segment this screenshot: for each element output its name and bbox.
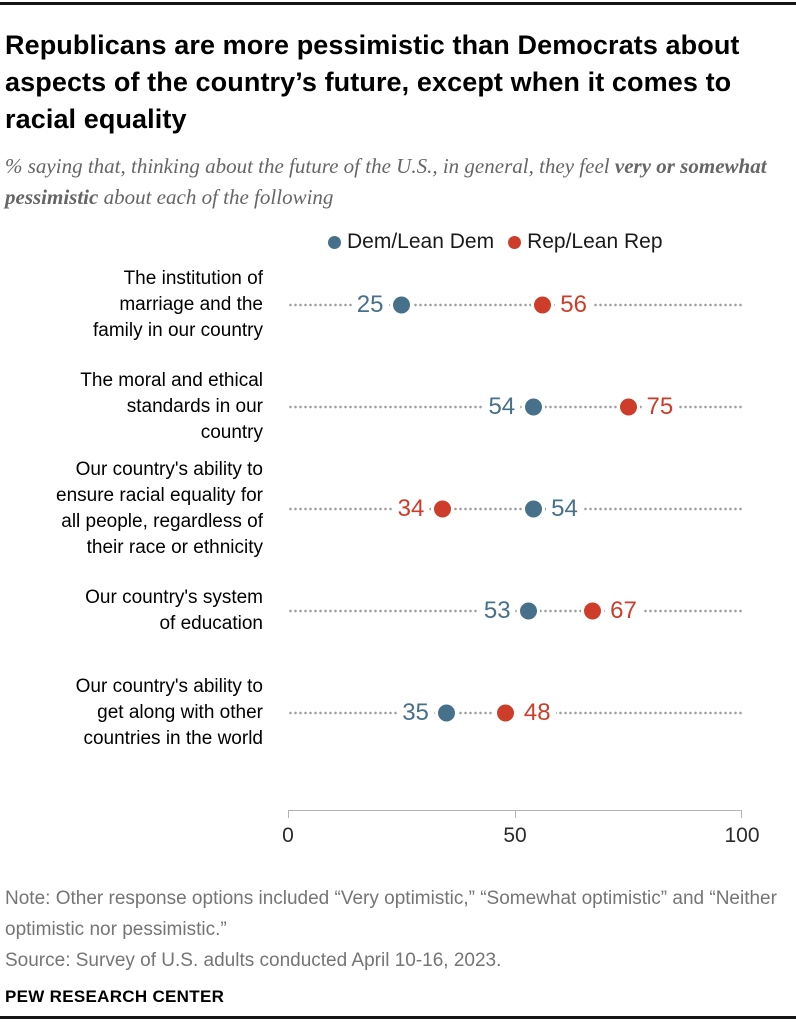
rep-dot — [497, 704, 515, 722]
dem-value-label: 53 — [478, 597, 516, 625]
legend-item-dem: Dem/Lean Dem — [328, 230, 494, 254]
dotted-leader-line — [288, 303, 742, 307]
dem-dot — [393, 296, 410, 314]
rep-dot — [620, 398, 637, 416]
dot-plot-track: 25 56 — [288, 285, 742, 325]
page-title: Republicans are more pessimistic than De… — [5, 30, 740, 134]
x-axis-label-50: 50 — [503, 824, 527, 847]
subtitle-prefix: % saying that, thinking about the future… — [5, 154, 615, 178]
category-label: The moral and ethical standards in our c… — [80, 370, 263, 443]
dot-plot-track: 54 34 — [288, 489, 742, 529]
x-axis: 0 50 100 — [282, 810, 760, 850]
dot-plot: The institution of marriage and the fami… — [5, 254, 791, 764]
chart-row-moral-standards: The moral and ethical standards in our c… — [5, 356, 791, 458]
subtitle-suffix: about each of the following — [98, 185, 334, 209]
category-label: Our country's system of education — [85, 587, 263, 634]
dem-dot — [524, 500, 542, 518]
dem-dot-icon — [328, 235, 341, 249]
rep-value-label: 34 — [392, 495, 430, 523]
rep-dot — [533, 296, 551, 314]
dem-value-label: 25 — [351, 291, 389, 319]
legend-label-rep: Rep/Lean Rep — [527, 230, 663, 253]
pew-research-center-wordmark: PEW RESEARCH CENTER — [5, 987, 225, 1006]
dot-plot-track: 35 48 — [288, 693, 742, 733]
dotted-leader-line — [288, 507, 742, 511]
category-label: Our country's ability to get along with … — [75, 676, 263, 749]
subtitle-bold: very or somewhat pessimistic — [5, 154, 767, 209]
bottom-rule — [0, 1016, 796, 1019]
dot-plot-track: 53 67 — [288, 591, 742, 631]
rep-value-label: 67 — [605, 597, 642, 625]
chart-row-marriage: The institution of marriage and the fami… — [5, 254, 791, 356]
dot-plot-track: 54 75 — [288, 387, 742, 427]
dem-value-label: 54 — [483, 393, 521, 421]
rep-value-label: 48 — [518, 699, 556, 727]
chart-content: Republicans are more pessimistic than De… — [0, 27, 796, 1007]
rep-dot — [583, 602, 601, 620]
dem-dot — [524, 398, 542, 416]
rep-value-label: 75 — [641, 393, 679, 421]
dem-value-label: 54 — [546, 495, 583, 523]
dotted-leader-line — [288, 711, 742, 715]
rep-value-label: 56 — [555, 291, 592, 319]
x-axis-tick-100 — [741, 810, 742, 818]
chart-subtitle: % saying that, thinking about the future… — [5, 151, 779, 213]
dem-value-label: 35 — [397, 699, 434, 727]
legend-label-dem: Dem/Lean Dem — [347, 230, 495, 253]
chart-row-education: Our country's system of education 53 67 — [5, 560, 791, 662]
chart-legend: Dem/Lean Dem Rep/Lean Rep — [328, 230, 791, 254]
rep-dot — [433, 500, 451, 518]
footer-note: Note: Other response options included “V… — [5, 888, 777, 940]
chart-row-racial-equality: Our country's ability to ensure racial e… — [5, 458, 791, 560]
x-axis-label-100: 100 — [724, 824, 760, 847]
x-axis-tick-50 — [515, 810, 516, 818]
x-axis-label-0: 0 — [282, 824, 294, 847]
dem-dot — [520, 602, 538, 620]
legend-item-rep: Rep/Lean Rep — [508, 230, 663, 254]
x-axis-tick-0 — [288, 810, 289, 818]
category-label: Our country's ability to ensure racial e… — [56, 459, 263, 558]
rep-dot-icon — [508, 235, 522, 249]
chart-row-get-along-world: Our country's ability to get along with … — [5, 662, 791, 764]
footer-source: Source: Survey of U.S. adults conducted … — [5, 950, 502, 971]
category-label: The institution of marriage and the fami… — [92, 268, 263, 341]
dem-dot — [438, 704, 456, 722]
top-rule — [0, 2, 796, 5]
chart-footer: Note: Other response options included “V… — [5, 883, 791, 1007]
